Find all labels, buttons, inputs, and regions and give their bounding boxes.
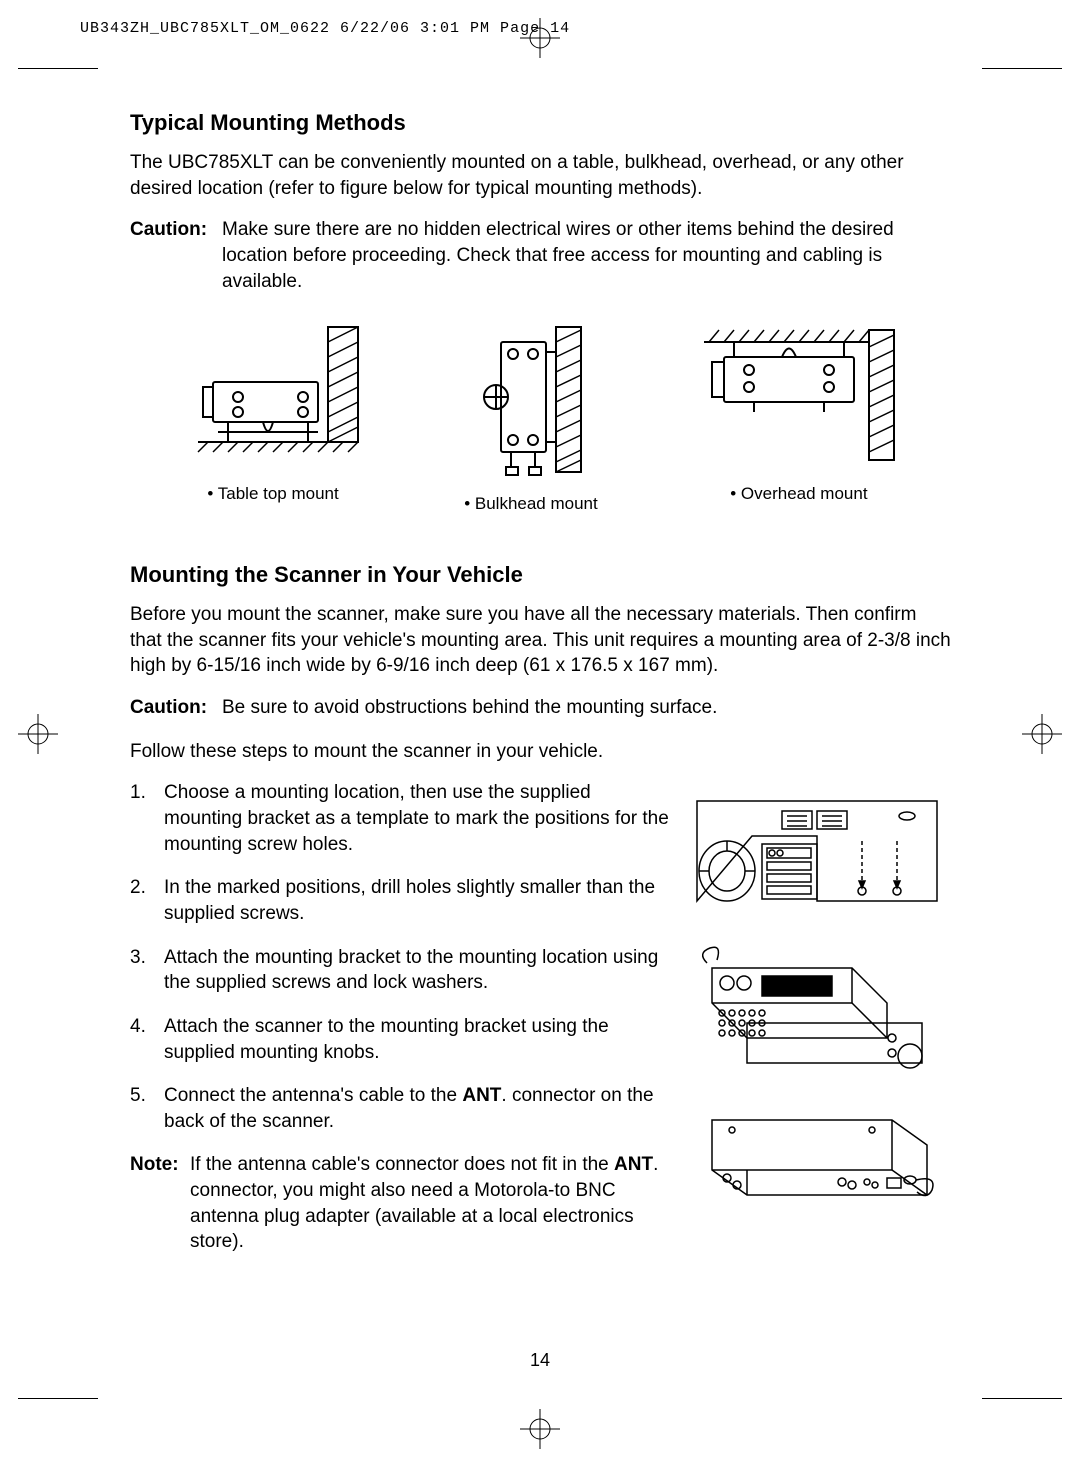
step-num: 2. — [130, 875, 164, 926]
step-5: Connect the antenna's cable to the ANT. … — [164, 1083, 672, 1134]
step-num: 4. — [130, 1014, 164, 1065]
section1-caution: Caution: Make sure there are no hidden e… — [130, 217, 952, 294]
crop-mark — [18, 68, 98, 69]
crop-mark — [982, 68, 1062, 69]
step-num: 5. — [130, 1083, 164, 1134]
follow-text: Follow these steps to mount the scanner … — [130, 739, 952, 765]
step-num: 1. — [130, 780, 164, 857]
bulkhead-mount-icon — [471, 322, 591, 482]
dashboard-icon — [692, 786, 942, 916]
mounting-figures: • Table top mount — [130, 322, 952, 514]
overhead-mount-icon — [694, 322, 904, 472]
vehicle-figures — [692, 786, 952, 1273]
note-text: If the antenna cable's connector does no… — [190, 1152, 672, 1255]
step-num: 3. — [130, 945, 164, 996]
crop-mark — [18, 1398, 98, 1399]
page-number: 14 — [530, 1350, 550, 1371]
registration-mark-left — [18, 714, 58, 754]
caution-text: Be sure to avoid obstructions behind the… — [222, 695, 952, 721]
fig-c-label: • Overhead mount — [694, 484, 904, 504]
section1-intro: The UBC785XLT can be conveniently mounte… — [130, 150, 952, 201]
table-top-mount-icon — [178, 322, 368, 472]
caution-text: Make sure there are no hidden electrical… — [222, 217, 952, 294]
print-header: UB343ZH_UBC785XLT_OM_0622 6/22/06 3:01 P… — [80, 20, 570, 37]
fig-a-label: • Table top mount — [178, 484, 368, 504]
step-3: Attach the mounting bracket to the mount… — [164, 945, 672, 996]
step-1: Choose a mounting location, then use the… — [164, 780, 672, 857]
step-2: In the marked positions, drill holes sli… — [164, 875, 672, 926]
section1-title: Typical Mounting Methods — [130, 110, 952, 136]
caution-label: Caution — [130, 219, 201, 240]
steps-list: 1.Choose a mounting location, then use t… — [130, 780, 672, 1134]
section2-intro: Before you mount the scanner, make sure … — [130, 602, 952, 679]
scanner-bracket-icon — [692, 938, 942, 1078]
scanner-rear-icon — [692, 1100, 942, 1210]
crop-mark — [982, 1398, 1062, 1399]
page-content: Typical Mounting Methods The UBC785XLT c… — [130, 110, 952, 1273]
registration-mark-bottom — [520, 1409, 560, 1449]
caution-label: Caution — [130, 697, 201, 718]
section2-caution: Caution: Be sure to avoid obstructions b… — [130, 695, 952, 721]
registration-mark-right — [1022, 714, 1062, 754]
fig-b-label: • Bulkhead mount — [464, 494, 598, 514]
section2-note: Note: If the antenna cable's connector d… — [130, 1152, 672, 1255]
note-label: Note — [130, 1154, 172, 1175]
step-4: Attach the scanner to the mounting brack… — [164, 1014, 672, 1065]
section2-title: Mounting the Scanner in Your Vehicle — [130, 562, 952, 588]
